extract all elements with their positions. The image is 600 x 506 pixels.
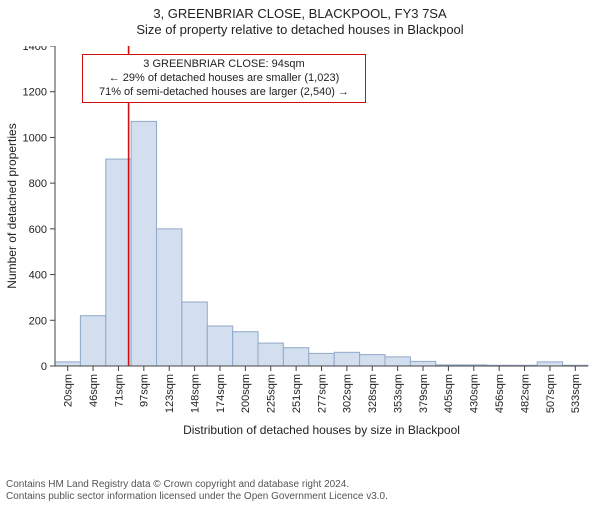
infobox-line-3: 71% of semi-detached houses are larger (… [89, 86, 359, 100]
histogram-bar [410, 361, 435, 366]
x-tick-label: 379sqm [418, 374, 430, 413]
y-tick-label: 0 [41, 361, 47, 373]
y-axis-label: Number of detached properties [5, 123, 19, 288]
x-tick-label: 148sqm [189, 374, 201, 413]
x-tick-label: 353sqm [392, 374, 404, 413]
x-tick-label: 46sqm [88, 374, 100, 407]
histogram-bar [157, 229, 182, 366]
x-tick-label: 20sqm [63, 374, 75, 407]
y-tick-label: 800 [29, 178, 47, 190]
x-axis-label: Distribution of detached houses by size … [183, 423, 460, 437]
x-tick-label: 302sqm [342, 374, 354, 413]
histogram-bar [258, 343, 283, 366]
histogram-bar [80, 316, 105, 366]
x-tick-label: 174sqm [215, 374, 227, 413]
x-tick-label: 430sqm [469, 374, 481, 413]
x-tick-label: 200sqm [240, 374, 252, 413]
histogram-bar [537, 362, 562, 366]
x-tick-label: 507sqm [545, 374, 557, 413]
x-tick-label: 123sqm [164, 374, 176, 413]
footer-attribution: Contains HM Land Registry data © Crown c… [6, 479, 594, 503]
histogram-bar [207, 326, 232, 366]
histogram-bar [233, 332, 258, 366]
histogram-bar [385, 357, 410, 366]
page-title-main: 3, GREENBRIAR CLOSE, BLACKPOOL, FY3 7SA [0, 6, 600, 21]
x-tick-label: 71sqm [113, 374, 125, 407]
histogram-bar [106, 159, 131, 366]
y-tick-label: 1000 [23, 132, 47, 144]
x-tick-label: 277sqm [316, 374, 328, 413]
histogram-bar [360, 355, 385, 366]
property-info-box: 3 GREENBRIAR CLOSE: 94sqm ← 29% of detac… [82, 54, 366, 103]
y-tick-label: 400 [29, 270, 47, 282]
infobox-line-2: ← 29% of detached houses are smaller (1,… [89, 72, 359, 86]
histogram-bar [182, 302, 207, 366]
x-tick-label: 225sqm [266, 374, 278, 413]
x-tick-label: 97sqm [139, 374, 151, 407]
page-title-sub: Size of property relative to detached ho… [0, 22, 600, 37]
x-tick-label: 328sqm [367, 374, 379, 413]
y-tick-label: 600 [29, 224, 47, 236]
histogram-bar [131, 121, 156, 366]
histogram-chart: 0 200 400 600 800 1000 1200 1400 20sqm 46sqm 71sqm… [0, 46, 600, 466]
y-tick-label: 200 [29, 315, 47, 327]
x-tick-label: 456sqm [494, 374, 506, 413]
y-tick-label: 1400 [23, 46, 47, 53]
histogram-bar [55, 362, 80, 366]
histogram-bar [283, 348, 308, 366]
infobox-line-1: 3 GREENBRIAR CLOSE: 94sqm [89, 58, 359, 72]
x-tick-label: 251sqm [291, 374, 303, 413]
y-tick-label: 1200 [23, 87, 47, 99]
footer-line-2: Contains public sector information licen… [6, 491, 594, 503]
footer-line-1: Contains HM Land Registry data © Crown c… [6, 479, 594, 491]
histogram-bar [309, 353, 334, 366]
histogram-bar [334, 352, 359, 366]
x-tick-label: 533sqm [570, 374, 582, 413]
x-tick-label: 482sqm [519, 374, 531, 413]
x-tick-label: 405sqm [443, 374, 455, 413]
